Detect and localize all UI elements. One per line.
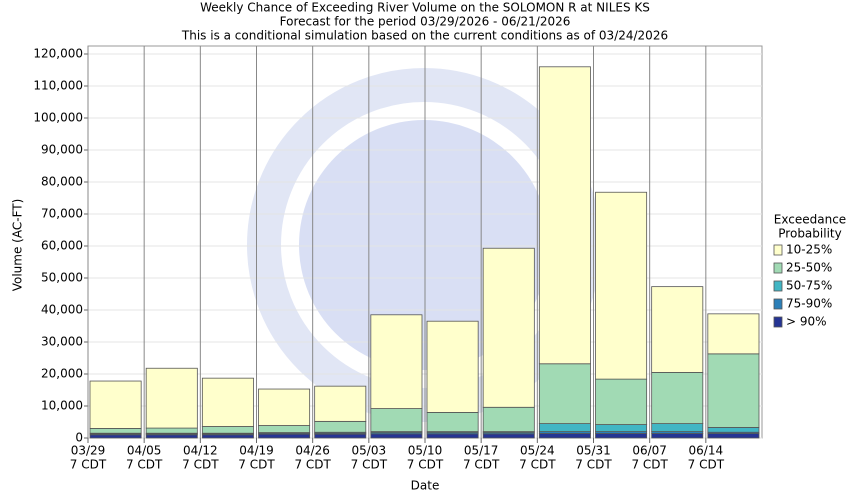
bar-segment: [201, 426, 254, 434]
bar-segment: [651, 423, 704, 433]
y-tick-label: 100,000: [33, 111, 83, 125]
bar-segment: [201, 434, 254, 439]
chart-title: Weekly Chance of Exceeding River Volume …: [200, 1, 650, 15]
legend-swatch: [773, 280, 783, 292]
x-tick-label: 05/17: [464, 444, 499, 458]
bar-segment: [426, 433, 479, 439]
x-tick-sublabel: 7 CDT: [463, 458, 500, 472]
bar-segment: [258, 388, 311, 426]
legend-title: Probability: [778, 227, 841, 241]
bar-segment: [651, 286, 704, 373]
x-tick-sublabel: 7 CDT: [407, 458, 444, 472]
bar-segment: [482, 433, 535, 439]
x-tick-sublabel: 7 CDT: [238, 458, 275, 472]
bar-segment: [89, 380, 142, 429]
bar-segment: [595, 424, 648, 432]
bar-segment: [370, 408, 423, 432]
x-tick-sublabel: 7 CDT: [294, 458, 331, 472]
bar-segment: [651, 433, 704, 439]
legend-swatch: [773, 316, 783, 328]
legend-swatch: [773, 262, 783, 274]
bar-segment: [538, 363, 591, 425]
x-tick-sublabel: 7 CDT: [631, 458, 668, 472]
x-tick-sublabel: 7 CDT: [575, 458, 612, 472]
bar-segment: [314, 420, 367, 433]
bar-segment: [707, 353, 760, 428]
bar-segment: [426, 320, 479, 413]
bar-segment: [370, 314, 423, 409]
y-tick-label: 20,000: [41, 367, 83, 381]
y-tick-label: 0: [75, 431, 83, 445]
bar-segment: [145, 434, 198, 439]
x-tick-sublabel: 7 CDT: [70, 458, 107, 472]
x-tick-label: 06/14: [689, 444, 724, 458]
y-axis-label: Volume (AC-FT): [11, 199, 25, 292]
y-tick-label: 70,000: [41, 207, 83, 221]
y-tick-label: 90,000: [41, 143, 83, 157]
x-tick-label: 04/05: [127, 444, 162, 458]
legend-label: 50-75%: [786, 279, 832, 293]
chart-subtitle: This is a conditional simulation based o…: [181, 29, 668, 43]
bar-segment: [426, 411, 479, 432]
legend-swatch: [773, 244, 783, 256]
y-tick-label: 120,000: [33, 47, 83, 61]
x-tick-sublabel: 7 CDT: [126, 458, 163, 472]
bar-segment: [482, 247, 535, 408]
bar-segment: [145, 367, 198, 429]
watermark: [247, 68, 601, 422]
legend-label: > 90%: [786, 315, 827, 329]
chart-subtitle: Forecast for the period 03/29/2026 - 06/…: [280, 15, 571, 29]
x-tick-sublabel: 7 CDT: [182, 458, 219, 472]
bar-segment: [707, 313, 760, 355]
x-tick-label: 04/26: [295, 444, 330, 458]
x-tick-sublabel: 7 CDT: [688, 458, 725, 472]
y-tick-label: 60,000: [41, 239, 83, 253]
legend-label: 25-50%: [786, 261, 832, 275]
x-tick-label: 06/07: [632, 444, 667, 458]
bar-segment: [314, 433, 367, 439]
bar-segment: [651, 371, 704, 424]
bar-segment: [707, 427, 760, 433]
y-tick-label: 30,000: [41, 335, 83, 349]
bar-segment: [707, 433, 760, 439]
legend-label: 75-90%: [786, 297, 832, 311]
legend-swatch: [773, 298, 783, 310]
y-tick-label: 40,000: [41, 303, 83, 317]
x-tick-label: 04/12: [183, 444, 218, 458]
bar-segment: [370, 433, 423, 439]
bar-segment: [538, 423, 591, 433]
bar-segment: [258, 433, 311, 439]
x-axis-label: Date: [411, 479, 440, 493]
bar-segment: [89, 434, 142, 439]
x-tick-sublabel: 7 CDT: [519, 458, 556, 472]
y-tick-label: 80,000: [41, 175, 83, 189]
bar-segment: [314, 385, 367, 422]
x-tick-sublabel: 7 CDT: [351, 458, 388, 472]
bar-segment: [89, 427, 142, 434]
bar-segment: [538, 66, 591, 365]
x-tick-label: 03/29: [71, 444, 106, 458]
bar-segment: [595, 191, 648, 380]
bar-segment: [595, 433, 648, 439]
x-tick-label: 05/10: [408, 444, 443, 458]
bar-segment: [595, 378, 648, 425]
x-tick-label: 05/03: [352, 444, 387, 458]
legend-label: 10-25%: [786, 243, 832, 257]
x-tick-label: 05/31: [576, 444, 611, 458]
x-tick-label: 04/19: [239, 444, 274, 458]
bar-segment: [201, 377, 254, 427]
bar-segment: [482, 406, 535, 432]
bar-segment: [145, 427, 198, 434]
legend-title: Exceedance: [774, 213, 846, 227]
bar-segment: [538, 433, 591, 439]
y-tick-label: 10,000: [41, 399, 83, 413]
bar-segment: [258, 425, 311, 433]
x-tick-label: 05/24: [520, 444, 555, 458]
y-tick-label: 110,000: [33, 79, 83, 93]
y-tick-label: 50,000: [41, 271, 83, 285]
